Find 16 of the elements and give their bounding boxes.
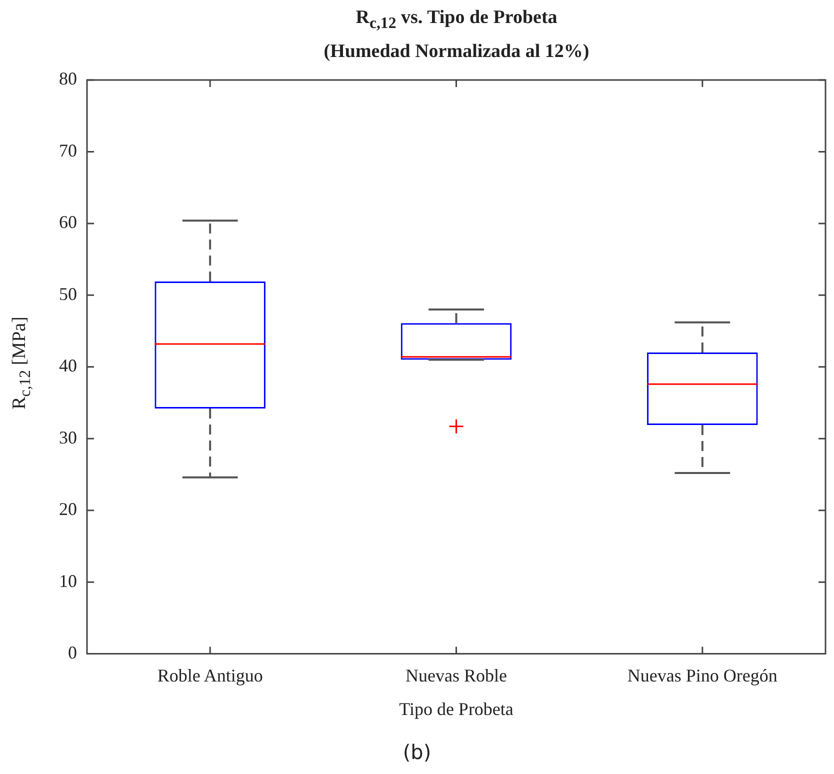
y-tick-label: 20	[59, 499, 77, 520]
chart-title: R$_{c,12}$ vs. Tipo de Probeta	[354, 6, 558, 34]
chart-subtitle: (Humedad Normalizada al 12%)	[322, 40, 590, 64]
text: (b)	[402, 740, 432, 764]
x-tick-label: Roble Antiguo	[157, 665, 263, 686]
x-tick-label: Nuevas Roble	[406, 665, 507, 686]
y-tick-label: 0	[68, 642, 77, 663]
x-tick-label: Nuevas Pino Oregón	[627, 665, 778, 686]
y-tick-label: 10	[59, 570, 77, 591]
y-tick-label: 50	[59, 284, 77, 304]
y-tick-label: 60	[59, 212, 77, 232]
y-tick-label: 40	[59, 356, 77, 376]
y-tick-label: 30	[59, 427, 77, 448]
y-tick-label: 80	[59, 68, 77, 89]
y-tick-label: 70	[59, 140, 77, 160]
x-axis-title: Tipo de Probeta	[399, 698, 514, 719]
